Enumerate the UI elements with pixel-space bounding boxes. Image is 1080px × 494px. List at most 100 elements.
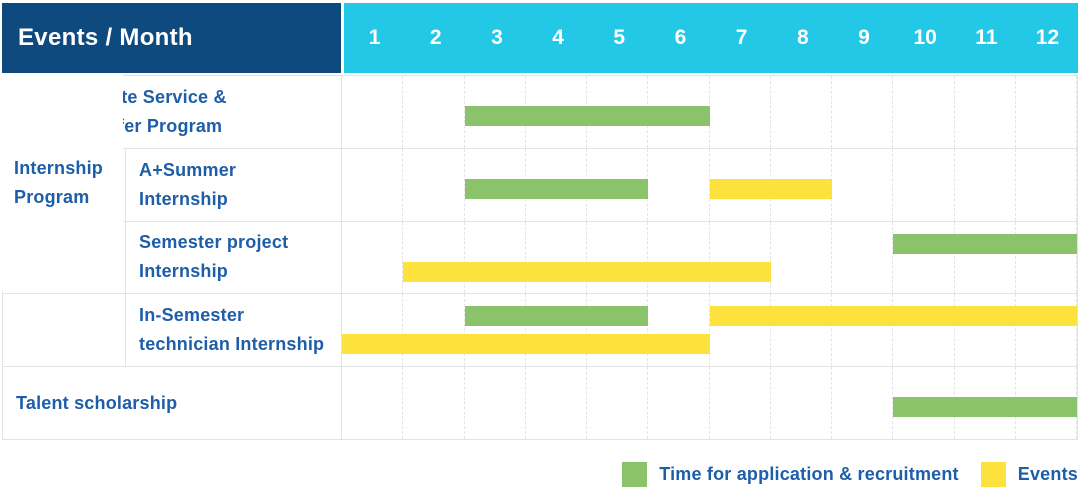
month-cell-bg bbox=[771, 294, 832, 367]
month-cell-bg bbox=[893, 221, 955, 294]
month-cell-bg bbox=[342, 367, 404, 439]
month-label-8: 8 bbox=[796, 26, 809, 49]
month-cell-bg bbox=[342, 148, 404, 221]
legend-label: Events bbox=[1017, 464, 1078, 484]
month-cell-bg bbox=[403, 294, 465, 367]
row-grid bbox=[341, 148, 1077, 221]
month-label-3: 3 bbox=[491, 26, 503, 49]
event-bar bbox=[709, 306, 1077, 327]
month-cell-bg bbox=[648, 221, 710, 294]
month-cell-bg bbox=[403, 221, 465, 294]
month-cell-bg bbox=[587, 367, 649, 439]
month-cell-bg bbox=[526, 221, 587, 294]
month-cell-bg bbox=[710, 221, 771, 294]
application-bar bbox=[893, 397, 1077, 418]
row-grid bbox=[341, 367, 1077, 439]
application-bar bbox=[893, 233, 1077, 254]
event-bar bbox=[342, 334, 710, 355]
month-label-12: 12 bbox=[1035, 26, 1060, 49]
event-bar bbox=[709, 178, 832, 199]
row-grid bbox=[341, 76, 1077, 148]
row-label: A+Summer Internship bbox=[125, 148, 341, 221]
month-cell-bg bbox=[893, 294, 955, 367]
month-label-9: 9 bbox=[858, 26, 870, 49]
month-cell-bg bbox=[955, 294, 1016, 367]
row-grid bbox=[341, 294, 1077, 367]
month-cell-bg bbox=[648, 148, 710, 221]
gantt-row-3: In-Semester technician Internship bbox=[3, 293, 1077, 367]
gantt-row-1: A+Summer Internship bbox=[3, 147, 1077, 221]
corner-header-cell: Events / Month bbox=[2, 3, 341, 73]
month-label-6: 6 bbox=[674, 26, 687, 49]
month-cell-bg bbox=[832, 367, 894, 439]
green-legend-swatch bbox=[622, 462, 648, 487]
legend-item-yellow: Events bbox=[980, 462, 1078, 487]
row-label-line: A+Summer bbox=[139, 159, 237, 180]
row-label: Talent scholarship bbox=[3, 367, 341, 439]
month-cell-bg bbox=[771, 76, 832, 148]
gantt-row-2: Semester project Internship bbox=[3, 220, 1077, 294]
month-cell-bg bbox=[893, 148, 955, 221]
month-cell-bg bbox=[710, 76, 771, 148]
month-label-1: 1 bbox=[368, 26, 381, 49]
month-cell-bg bbox=[403, 367, 465, 439]
month-cell-bg bbox=[465, 294, 526, 367]
month-label-11: 11 bbox=[975, 26, 998, 49]
month-cell-bg bbox=[832, 148, 894, 221]
corner-title: Events / Month bbox=[18, 24, 193, 51]
month-label-10: 10 bbox=[913, 26, 937, 49]
legend: Time for application & recruitment Events bbox=[622, 462, 1078, 487]
month-cell-bg bbox=[832, 294, 894, 367]
month-cell-bg bbox=[710, 294, 771, 367]
month-label-5: 5 bbox=[613, 26, 626, 49]
month-cell-bg bbox=[710, 367, 771, 439]
month-cell-bg bbox=[771, 367, 832, 439]
row-label: Semester project Internship bbox=[125, 221, 341, 294]
yellow-legend-swatch bbox=[980, 462, 1006, 487]
month-label-2: 2 bbox=[429, 26, 442, 49]
event-bar bbox=[403, 261, 771, 282]
row-label-area: Talent scholarship bbox=[3, 367, 341, 439]
month-cell-bg bbox=[587, 294, 649, 367]
month-cell-bg bbox=[648, 294, 710, 367]
row-label-line: technician Internship bbox=[139, 334, 325, 355]
month-cell-bg bbox=[526, 367, 587, 439]
month-cell-bg bbox=[342, 76, 404, 148]
month-cell-bg bbox=[465, 367, 526, 439]
row-label-line: Internship bbox=[139, 261, 229, 282]
month-cell-bg bbox=[955, 76, 1016, 148]
application-bar bbox=[464, 178, 649, 199]
month-cell-bg bbox=[526, 294, 587, 367]
group-label-line: Internship bbox=[14, 158, 104, 178]
month-label-7: 7 bbox=[735, 26, 748, 49]
legend-item-green: Time for application & recruitment bbox=[622, 462, 959, 487]
group-cell-internship-program: Internship Program bbox=[1, 75, 123, 291]
gantt-row-4: Talent scholarship bbox=[3, 366, 1077, 439]
month-cell-bg bbox=[955, 148, 1016, 221]
row-label-line: Internship bbox=[139, 188, 229, 209]
month-cell-bg bbox=[1016, 294, 1077, 367]
month-cell-bg bbox=[403, 76, 465, 148]
month-cell-bg bbox=[893, 76, 955, 148]
row-label-area: In-Semester technician Internship bbox=[3, 294, 341, 367]
month-cell-bg bbox=[955, 221, 1016, 294]
month-cell-bg bbox=[1016, 76, 1077, 148]
month-cell-bg bbox=[1016, 148, 1077, 221]
group-label-line: Program bbox=[14, 187, 90, 207]
group-column-spacer bbox=[3, 294, 125, 366]
gantt-row-0: RD Substitute Service &Advance Offer Pro… bbox=[3, 76, 1077, 148]
row-label-area: Semester project Internship bbox=[3, 221, 341, 294]
row-label: In-Semester technician Internship bbox=[125, 294, 341, 367]
month-cell-bg bbox=[1016, 221, 1077, 294]
legend-label: Time for application & recruitment bbox=[659, 464, 959, 484]
application-bar bbox=[464, 106, 710, 126]
gantt-body: RD Substitute Service &Advance Offer Pro… bbox=[2, 75, 1078, 440]
month-cell-bg bbox=[832, 221, 894, 294]
month-header: 1 2 3 4 5 6 7 8 9 10 11 12 bbox=[344, 3, 1078, 73]
row-label-line: In-Semester bbox=[139, 305, 245, 326]
month-cell-bg bbox=[771, 221, 832, 294]
row-grid bbox=[341, 221, 1077, 294]
application-bar bbox=[464, 306, 649, 327]
month-cell-bg bbox=[403, 148, 465, 221]
